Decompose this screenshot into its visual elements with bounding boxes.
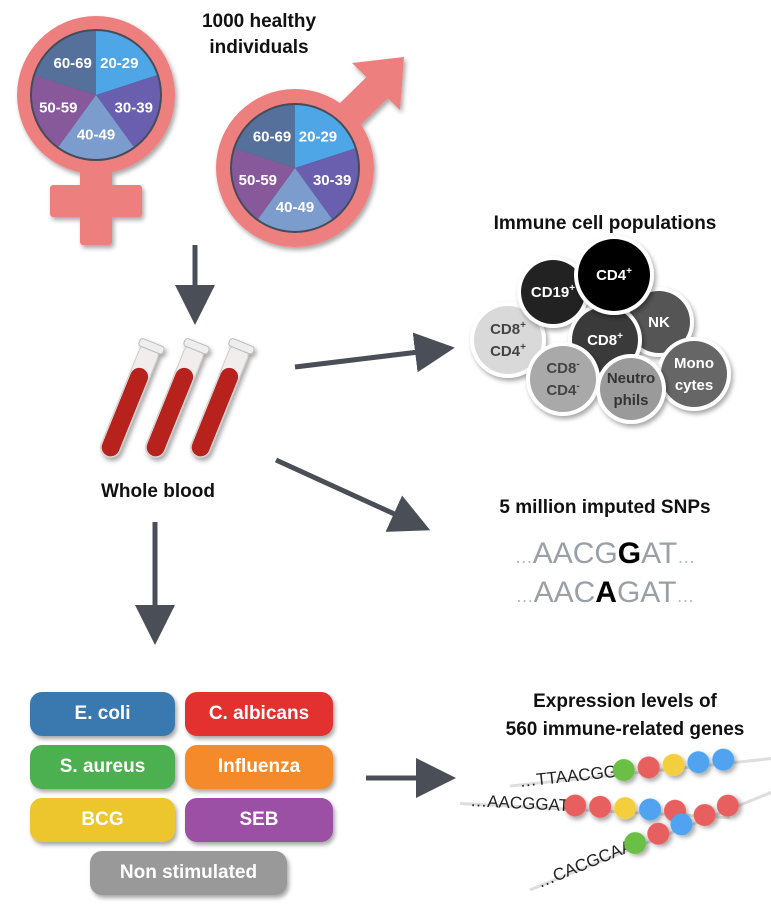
expression-dot xyxy=(712,748,735,771)
cell-label: CD8- xyxy=(546,359,579,377)
stimulus-c-albicans: C. albicans xyxy=(185,692,333,736)
female-age-label: 50-59 xyxy=(39,99,77,116)
gene-sequence: …TTAACGG xyxy=(518,762,617,791)
cell-label: phils xyxy=(613,392,648,409)
expression-dot xyxy=(687,751,710,774)
expression-dot xyxy=(624,832,647,855)
gene-strand: …CACGCAA xyxy=(529,787,771,892)
cell-neutrophils: Neutro phils xyxy=(596,354,666,424)
gene-strand: …TTAACGG xyxy=(509,748,771,791)
cell-monocytes: Mono cytes xyxy=(657,337,731,411)
expression-title-line1: Expression levels of xyxy=(533,691,717,712)
immune-title: Immune cell populations xyxy=(494,213,717,234)
male-pie-slice xyxy=(295,105,355,168)
cohort-title-line1: 1000 healthy xyxy=(202,11,316,32)
expression-dot xyxy=(589,795,612,818)
cell-label: cytes xyxy=(675,377,713,394)
snp-sequence: …AACAGAT… xyxy=(516,576,695,609)
male-age-label: 20-29 xyxy=(299,128,337,145)
immune-cell-cluster: CD8+ CD4+ NK CD19+ CD8+ CD4+ Mono cytes CD8- CD4-… xyxy=(470,235,731,424)
expression-dot xyxy=(693,804,716,827)
snp-sequences: …AACGGAT… …AACAGAT… xyxy=(515,537,695,609)
expression-dot xyxy=(564,794,587,817)
whole-blood-label: Whole blood xyxy=(101,481,215,502)
male-age-label: 60-69 xyxy=(253,128,291,145)
expression-dot xyxy=(670,813,693,836)
expression-dot xyxy=(612,759,635,782)
cell-cd8cd4: CD8+ CD4+ xyxy=(470,302,546,378)
female-age-label: 40-49 xyxy=(77,127,115,144)
blood-tubes-icon xyxy=(100,338,255,458)
male-age-label: 40-49 xyxy=(276,199,314,216)
female-age-label: 20-29 xyxy=(100,55,138,72)
male-pie-slice xyxy=(235,105,295,168)
female-pie-slice xyxy=(35,31,96,95)
gene-expression-strands: …TTAACGG…AACGGAT …CACGCAA xyxy=(460,748,771,892)
arrow-to-cells xyxy=(294,332,455,373)
arrow-to-snps xyxy=(274,457,431,532)
expression-dot xyxy=(716,794,739,817)
cell-label: CD8+ xyxy=(490,320,526,338)
expression-dot xyxy=(647,822,670,845)
expression-dot xyxy=(662,753,685,776)
stimulus-influenza: Influenza xyxy=(185,745,333,789)
snp-sequence: …AACGGAT… xyxy=(515,537,695,570)
female-pie-slice xyxy=(96,75,161,147)
stimulus-e-coli: E. coli xyxy=(30,692,175,736)
stimulus-bcg: BCG xyxy=(30,798,175,842)
male-pie-slice xyxy=(295,148,358,219)
female-age-label: 60-69 xyxy=(53,55,91,72)
expression-dot xyxy=(639,798,662,821)
gene-sequence: …CACGCAA xyxy=(534,836,635,892)
stimulus-seb: SEB xyxy=(185,798,333,842)
cell-label: NK xyxy=(648,314,670,331)
female-pie-slice xyxy=(96,31,157,95)
female-pie-slice xyxy=(58,95,134,159)
cell-label: CD4+ xyxy=(596,266,632,284)
stimulus-s-aureus: S. aureus xyxy=(30,745,175,789)
female-age-label: 30-39 xyxy=(115,99,153,116)
male-pie-slice xyxy=(232,148,295,219)
cell-cd4: CD4+ xyxy=(574,235,654,315)
male-age-pie: 20-29 30-39 40-49 50-59 60-69 xyxy=(230,103,360,233)
male-age-label: 50-59 xyxy=(239,172,277,189)
snp-title: 5 million imputed SNPs xyxy=(499,497,710,518)
cell-label: Mono xyxy=(674,355,714,372)
male-age-label: 30-39 xyxy=(313,172,351,189)
expression-title-line2: 560 immune-related genes xyxy=(506,719,745,740)
cell-label: CD4- xyxy=(546,381,579,399)
gene-sequence: …AACGGAT xyxy=(470,791,570,815)
cell-label: Neutro xyxy=(607,370,655,387)
cell-label: CD8+ xyxy=(587,331,623,349)
cell-cd8cd4: CD8- CD4- xyxy=(526,342,600,416)
cohort-title-line2: individuals xyxy=(209,37,308,58)
cell-cd19: CD19+ xyxy=(517,256,589,328)
stimulus-non-stimulated: Non stimulated xyxy=(90,851,287,895)
cell-label: CD19+ xyxy=(531,283,575,301)
female-pie-slice xyxy=(32,75,96,147)
expression-dot xyxy=(614,797,637,820)
cell-label: CD4+ xyxy=(490,342,526,360)
expression-dot xyxy=(637,756,660,779)
male-pie-slice xyxy=(257,168,333,232)
